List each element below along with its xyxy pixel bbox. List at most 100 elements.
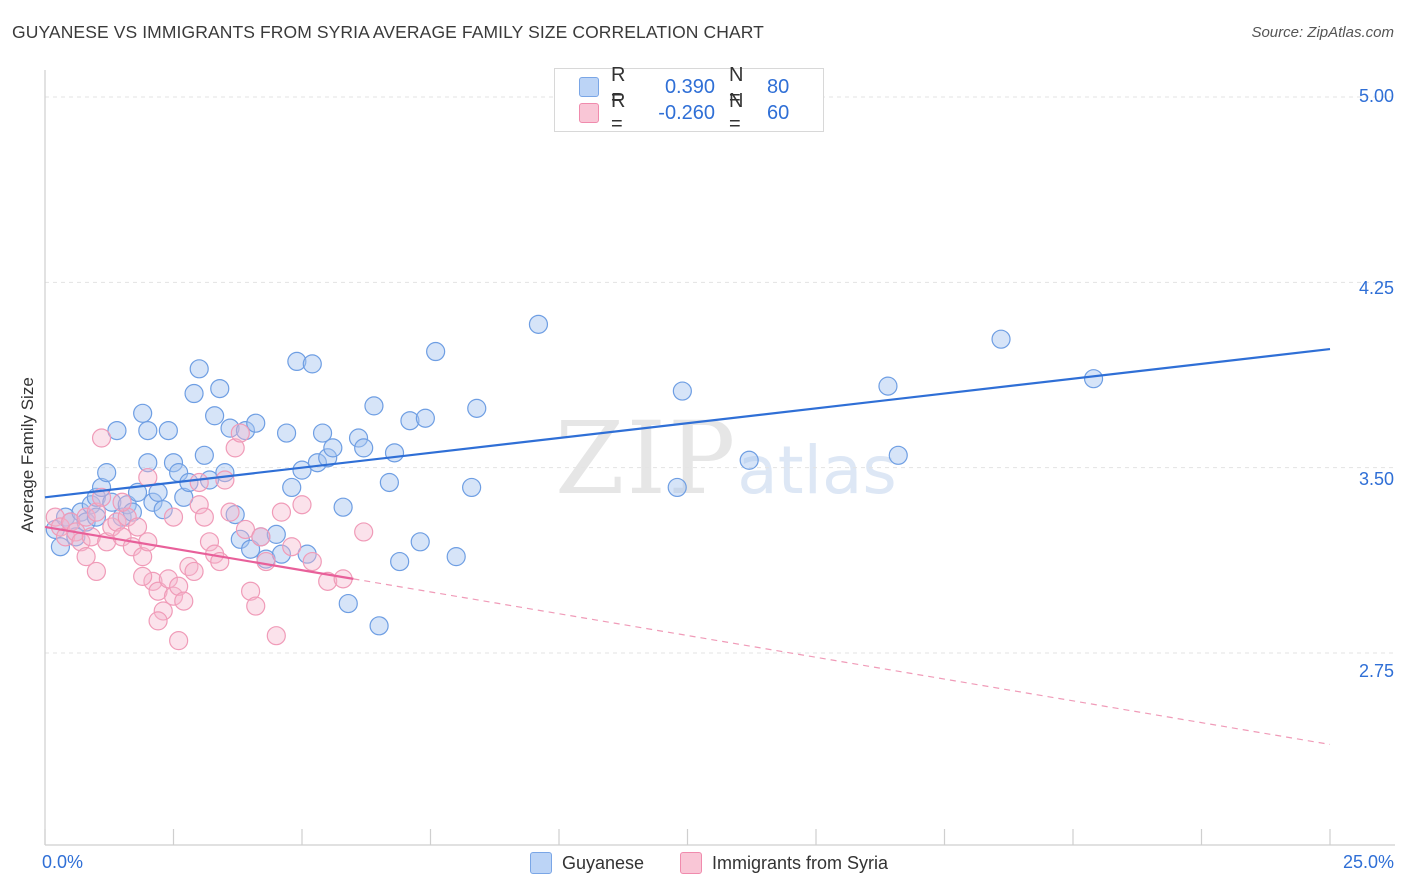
guyanese-point (364, 396, 384, 416)
syria-point (266, 626, 286, 646)
guyanese-point (426, 341, 446, 362)
syria-point (354, 522, 374, 542)
syria-point (107, 512, 127, 532)
y-tick-label: 3.50 (1358, 469, 1394, 489)
syria-point (194, 507, 214, 527)
syria-point (292, 495, 312, 515)
guyanese-point (220, 418, 240, 438)
guyanese-point (287, 351, 307, 372)
syria-point (133, 547, 153, 567)
guyanese-point (163, 453, 184, 473)
syria-point (189, 472, 209, 493)
legend-r-label: R = (611, 64, 626, 109)
watermark-atlas: atlas (737, 432, 897, 509)
syria-point (133, 566, 153, 586)
syria-point (112, 492, 132, 512)
syria-point (55, 527, 76, 547)
syria-point (230, 423, 250, 443)
guyanese-point (667, 477, 687, 498)
syria-point (215, 470, 235, 490)
guyanese-point (318, 448, 338, 468)
syria-point (174, 591, 194, 611)
guyanese-point (333, 497, 353, 517)
guyanese-point (354, 438, 374, 458)
syria-point (86, 561, 107, 582)
y-tick-label: 5.00 (1358, 86, 1394, 106)
guyanese-point (184, 383, 204, 404)
guyanese-point (672, 381, 692, 401)
guyanese-point (210, 378, 230, 399)
x-axis-min-label: 0.0% (42, 852, 84, 872)
guyanese-point (739, 450, 759, 470)
x-axis-max-label: 25.0% (1342, 852, 1394, 872)
syria-point (163, 586, 184, 606)
syria-point (76, 547, 96, 567)
syria-point (271, 502, 292, 522)
guyanese-point (312, 423, 333, 443)
syria-trend-extension (353, 578, 1331, 746)
watermark-zip: ZIP (555, 400, 738, 517)
guyanese-point (446, 547, 466, 567)
syria-point (318, 571, 338, 591)
guyanese-point (338, 593, 358, 614)
guyanese-point (1083, 369, 1104, 389)
syria-point (76, 507, 96, 527)
guyanese-point (76, 512, 96, 532)
syria-point (282, 537, 302, 557)
guyanese-point (205, 406, 225, 426)
guyanese-point (138, 453, 158, 473)
correlation-legend: R = 0.390 N = 80 R = -0.260 N = 60 (554, 64, 824, 135)
guyanese-point (235, 421, 256, 441)
syria-point (91, 428, 112, 448)
guyanese-point (276, 423, 297, 443)
guyanese-point (107, 421, 127, 441)
syria-point (184, 561, 204, 582)
syria-point (235, 519, 256, 540)
syria-point (256, 551, 276, 572)
guyanese-point (379, 472, 399, 493)
syria-point (251, 527, 271, 547)
guyanese-point (302, 354, 322, 374)
guyanese-point (384, 443, 405, 463)
syria-point (117, 507, 137, 527)
legend-r-value: 0.390 (664, 75, 715, 98)
syria-point (148, 611, 168, 631)
guyanese-point (282, 477, 302, 498)
legend-n-label: N = (729, 90, 744, 135)
guyanese-point (133, 403, 153, 423)
syria-point (189, 495, 209, 515)
syria-point (169, 576, 189, 596)
legend-n-value: 80 (767, 75, 790, 98)
guyanese-point (878, 376, 898, 396)
guyanese-point (194, 445, 214, 465)
syria-point (45, 507, 65, 527)
legend-swatch-syria (579, 103, 599, 123)
legend-n-value: 60 (767, 101, 790, 124)
guyanese-point (292, 460, 312, 480)
legend-item-guyanese: Guyanese (530, 852, 644, 874)
syria-point (158, 569, 178, 589)
guyanese-point (50, 537, 71, 557)
y-tick-label: 4.25 (1358, 278, 1394, 298)
guyanese-point (415, 408, 435, 428)
guyanese-point (528, 314, 549, 334)
legend-n-label: N = (729, 64, 744, 109)
guyanese-point (241, 539, 261, 559)
legend-label-syria: Immigrants from Syria (712, 852, 889, 873)
syria-point (302, 551, 322, 572)
guyanese-point (400, 411, 420, 431)
series-legend: Guyanese Immigrants from Syria (0, 852, 1406, 878)
legend-swatch-guyanese (530, 852, 552, 874)
guyanese-point (225, 505, 245, 525)
guyanese-trend-line (44, 347, 1331, 499)
guyanese-point (174, 487, 194, 507)
guyanese-point (390, 551, 410, 572)
guyanese-point (189, 359, 209, 379)
watermark: ZIPatlas (555, 400, 897, 517)
guyanese-point (369, 616, 389, 636)
legend-swatch-guyanese (579, 77, 599, 97)
guyanese-point (246, 413, 266, 433)
guyanese-point (102, 492, 122, 512)
syria-point (127, 517, 148, 537)
